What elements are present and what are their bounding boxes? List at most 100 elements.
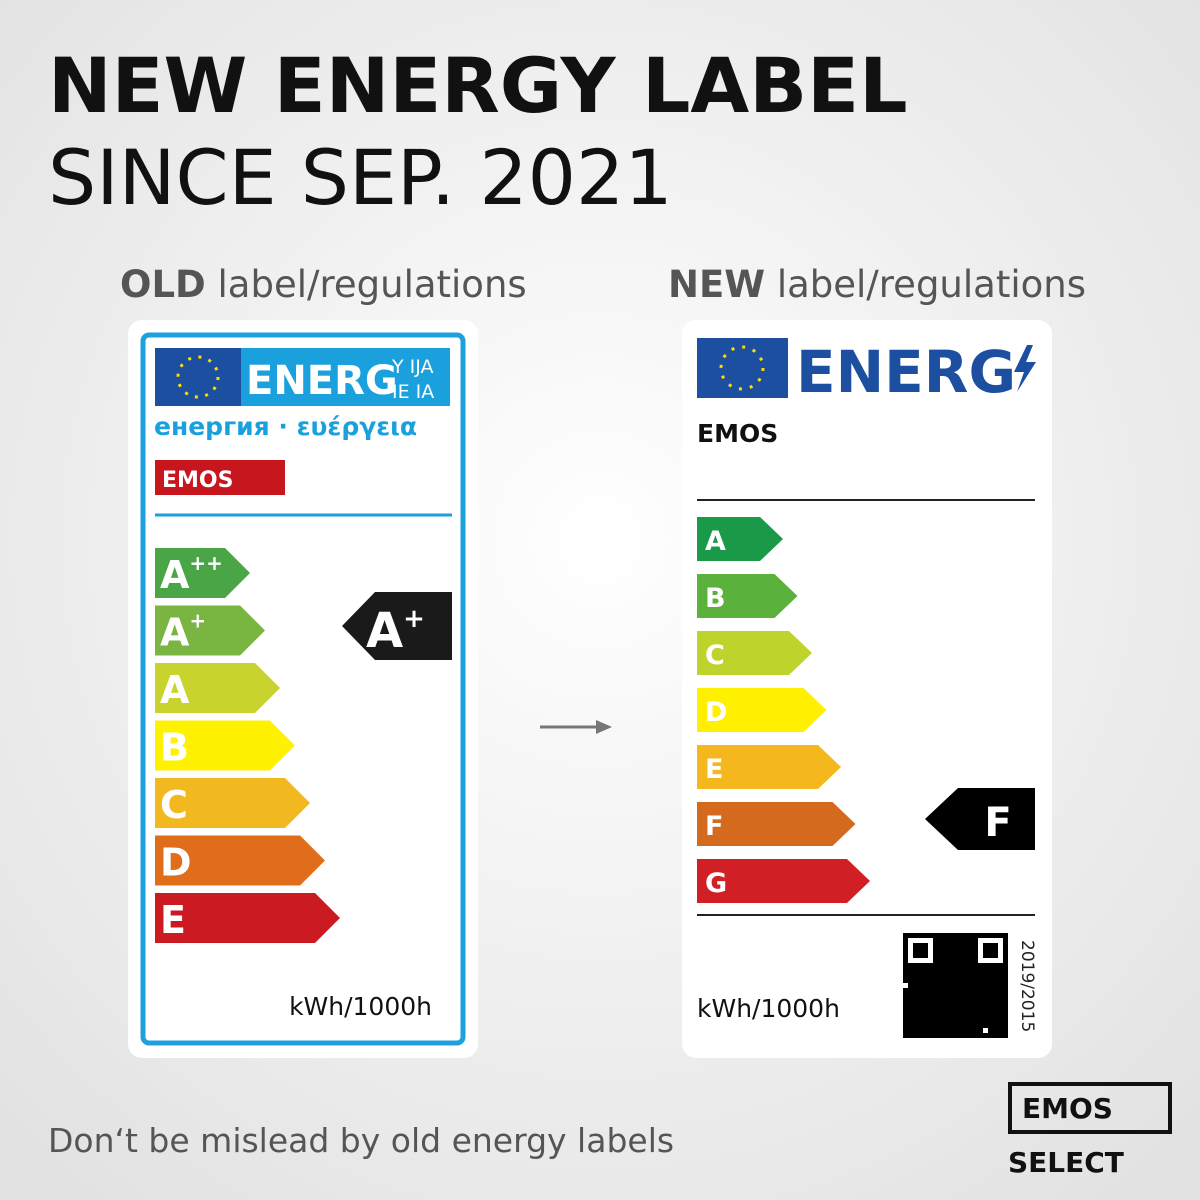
class-letter: C: [160, 783, 188, 827]
old-suffix-bottom: IE IA: [392, 381, 434, 403]
qr-cell: [998, 968, 1003, 973]
qr-cell: [918, 1028, 923, 1033]
qr-cell: [978, 983, 983, 988]
qr-cell: [913, 1003, 918, 1008]
qr-cell: [948, 1028, 953, 1033]
qr-cell: [968, 943, 973, 948]
bolt-icon: [1014, 345, 1036, 392]
qr-cell: [928, 1033, 933, 1038]
qr-cell: [918, 1018, 923, 1023]
qr-cell: [913, 1023, 918, 1028]
qr-cell: [903, 993, 908, 998]
qr-cell: [978, 1033, 983, 1038]
class-arrow: [155, 548, 250, 598]
qr-cell: [978, 933, 983, 938]
class-arrow: [155, 893, 340, 943]
qr-cell: [958, 1033, 963, 1038]
qr-cell: [963, 1008, 968, 1013]
qr-cell: [923, 1028, 928, 1033]
qr-cell: [923, 948, 928, 953]
qr-cell: [948, 973, 953, 978]
qr-cell: [963, 1013, 968, 1018]
qr-cell: [983, 973, 988, 978]
qr-cell: [903, 933, 908, 938]
qr-cell: [923, 988, 928, 993]
qr-cell: [973, 938, 978, 943]
qr-cell: [968, 973, 973, 978]
new-energy: ENERG: [796, 338, 1016, 406]
qr-cell: [983, 968, 988, 973]
qr-cell: [943, 1003, 948, 1008]
qr-cell: [958, 958, 963, 963]
qr-cell: [943, 943, 948, 948]
qr-cell: [928, 988, 933, 993]
qr-cell: [978, 1013, 983, 1018]
qr-cell: [973, 988, 978, 993]
qr-cell: [988, 1023, 993, 1028]
qr-cell: [923, 943, 928, 948]
qr-cell: [958, 1008, 963, 1013]
qr-cell: [968, 1028, 973, 1033]
qr-cell: [1003, 1028, 1008, 1033]
qr-cell: [958, 953, 963, 958]
qr-cell: [993, 1003, 998, 1008]
brand-logo: EMOS SELECT: [1008, 1082, 1172, 1179]
qr-cell: [903, 1008, 908, 1013]
qr-cell: [948, 1008, 953, 1013]
qr-cell: [993, 983, 998, 988]
qr-cell: [983, 963, 988, 968]
new-heading: NEW label/regulations: [668, 263, 1086, 306]
qr-cell: [993, 1028, 998, 1033]
qr-cell: [908, 1013, 913, 1018]
old-rating: A+: [366, 603, 425, 659]
qr-cell: [983, 978, 988, 983]
class-letter: A: [160, 553, 190, 597]
qr-cell: [993, 933, 998, 938]
qr-cell: [998, 998, 1003, 1003]
qr-cell: [988, 998, 993, 1003]
qr-cell: [938, 963, 943, 968]
qr-cell: [948, 978, 953, 983]
qr-cell: [1003, 953, 1008, 958]
qr-cell: [953, 1028, 958, 1033]
qr-cell: [903, 973, 908, 978]
qr-code: [903, 933, 1008, 1038]
qr-cell: [1003, 963, 1008, 968]
qr-cell: [943, 978, 948, 983]
qr-cell: [993, 1018, 998, 1023]
qr-cell: [958, 943, 963, 948]
new-rating: F: [984, 800, 1011, 846]
qr-cell: [903, 1018, 908, 1023]
qr-cell: [923, 983, 928, 988]
qr-cell: [993, 953, 998, 958]
qr-cell: [908, 963, 913, 968]
qr-cell: [963, 958, 968, 963]
qr-cell: [963, 943, 968, 948]
qr-cell: [928, 983, 933, 988]
qr-cell: [993, 998, 998, 1003]
class-letter: B: [160, 726, 189, 770]
qr-cell: [993, 988, 998, 993]
qr-cell: [913, 1018, 918, 1023]
qr-cell: [988, 953, 993, 958]
qr-cell: [953, 993, 958, 998]
qr-cell: [998, 1013, 1003, 1018]
qr-cell: [953, 983, 958, 988]
class-label: B: [160, 726, 189, 770]
qr-cell: [973, 943, 978, 948]
qr-cell: [948, 988, 953, 993]
qr-cell: [958, 933, 963, 938]
new-heading-bold: NEW: [668, 263, 765, 306]
qr-cell: [943, 948, 948, 953]
qr-cell: [908, 1023, 913, 1028]
class-arrow: [697, 802, 856, 846]
qr-cell: [1003, 943, 1008, 948]
qr-cell: [988, 933, 993, 938]
qr-cell: [918, 988, 923, 993]
qr-cell: [913, 953, 918, 958]
qr-cell: [988, 978, 993, 983]
qr-cell: [913, 978, 918, 983]
class-arrow: [155, 778, 310, 828]
qr-cell: [958, 1028, 963, 1033]
qr-cell: [943, 938, 948, 943]
